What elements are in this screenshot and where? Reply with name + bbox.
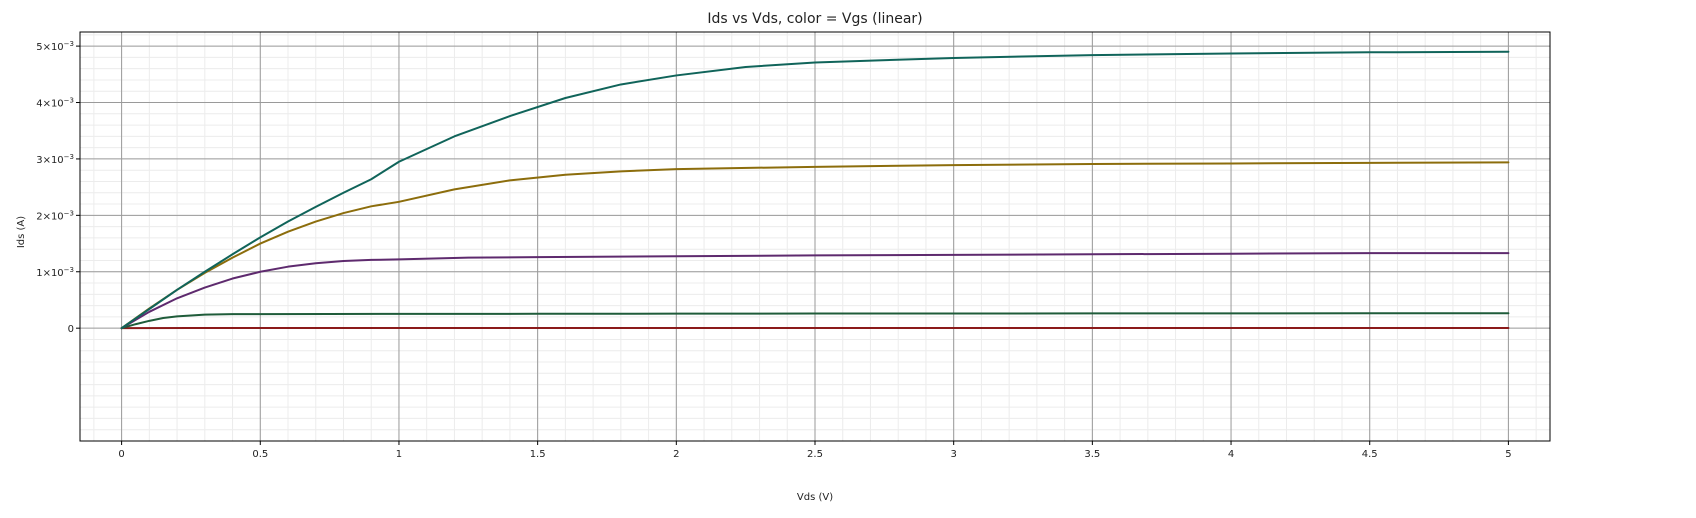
series-line-5 [120,50,1510,330]
y-tick-label: 4×10−3 [36,97,74,110]
y-tick-label: 3×10−3 [36,153,74,166]
x-tick-label: 4 [1228,449,1234,460]
x-tick-label: 4.5 [1362,449,1378,460]
series-line-4 [120,161,1510,330]
series-line-3 [120,252,1510,330]
x-tick-label: 1.5 [530,449,546,460]
x-tick-label: 2.5 [807,449,823,460]
series-line-2 [120,312,1510,330]
y-tick-label: 5×10−3 [36,40,74,53]
chart-title: Ids vs Vds, color = Vgs (linear) [707,11,922,27]
y-tick-label: 1×10−3 [36,266,74,279]
plot-area: 0 0.5 1 1.5 2 2.5 3 3.5 4 4.5 5 0 1×10−3 2×10−3 3×10−3… [36,31,1551,460]
y-tick-label: 0 [68,324,74,335]
x-axis-label: Vds (V) [797,492,833,503]
x-tick-label: 5 [1505,449,1511,460]
x-tick-label: 0 [118,449,124,460]
x-tick-label: 3.5 [1084,449,1100,460]
x-tick-label: 1 [396,449,402,460]
y-tick-label: 2×10−3 [36,209,74,222]
x-tick-label: 0.5 [252,449,268,460]
y-axis-label: Ids (A) [16,216,27,248]
x-tick-label: 2 [673,449,679,460]
x-tick-label: 3 [950,449,956,460]
